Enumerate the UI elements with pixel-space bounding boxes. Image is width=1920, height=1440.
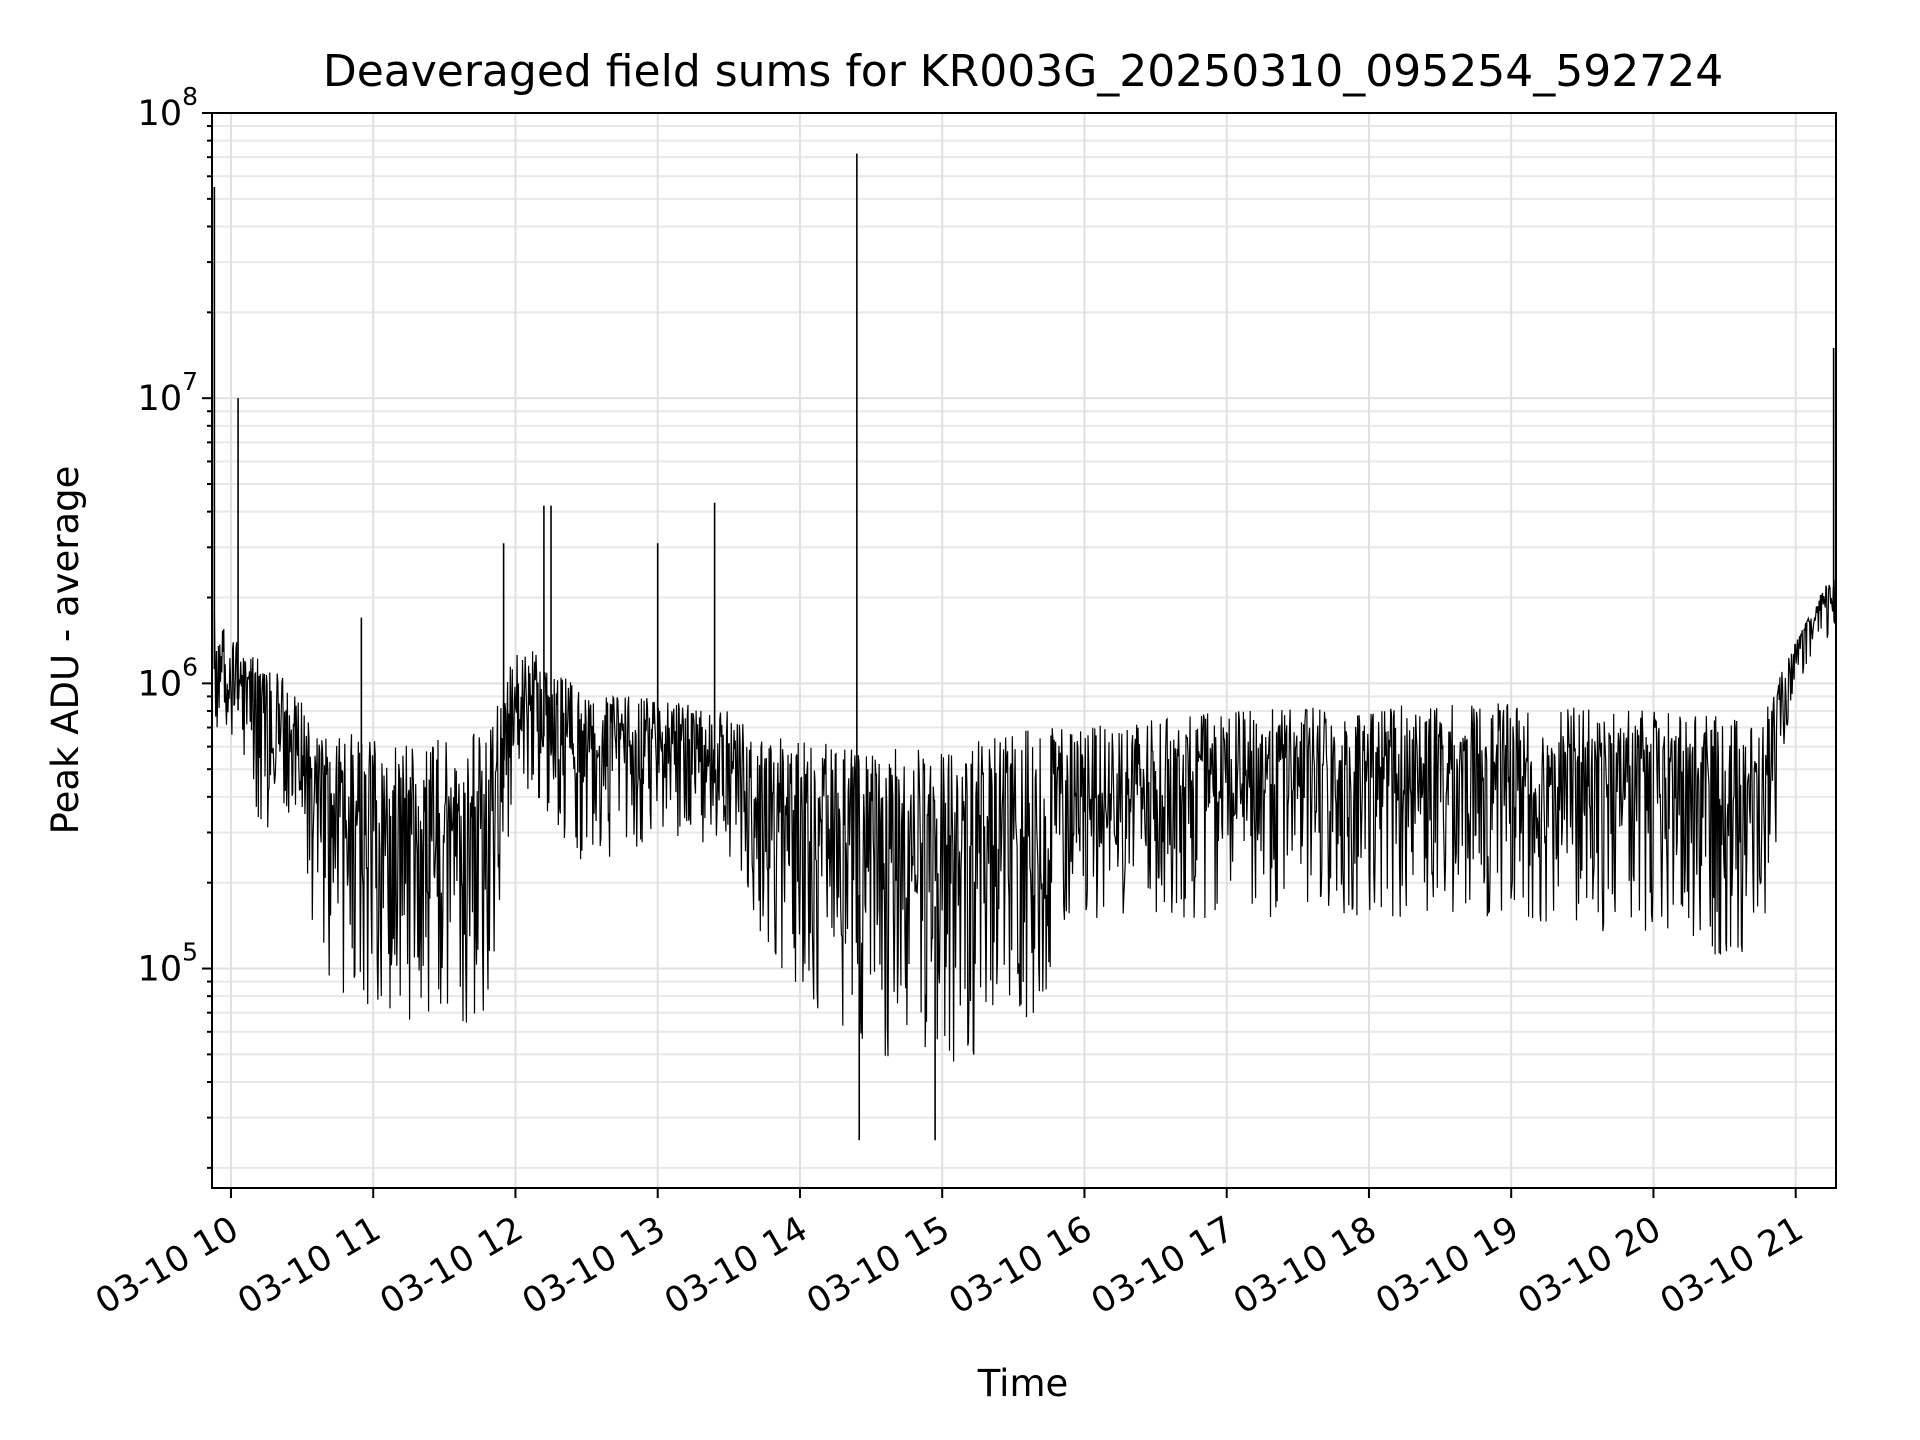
x-tick-label: 03-10 11 [231,1209,387,1322]
y-tick-label: 108 [138,82,198,134]
x-tick-label: 03-10 18 [1227,1209,1383,1322]
plot-frame [211,112,1837,1189]
y-axis-label: Peak ADU - average [44,466,87,835]
y-axis: 105 106 107 108 [138,82,212,1169]
series-line [213,153,1837,1141]
x-tick-label: 03-10 21 [1654,1209,1810,1322]
x-tick-label: 03-10 10 [89,1209,245,1322]
x-tick-label: 03-10 19 [1369,1209,1525,1322]
x-tick-label: 03-10 15 [800,1209,956,1322]
y-tick-label: 105 [138,938,198,990]
x-tick-label: 03-10 16 [943,1209,1099,1322]
series-trace [213,579,1837,1062]
y-tick-label: 106 [138,652,198,704]
x-tick-label: 03-10 20 [1512,1209,1668,1322]
x-tick-label: 03-10 13 [516,1209,672,1322]
x-tick-label: 03-10 17 [1085,1209,1241,1322]
x-tick-label: 03-10 12 [374,1209,530,1322]
x-axis-label: Time [977,1362,1069,1405]
grid [212,112,1836,1188]
x-tick-label: 03-10 14 [658,1209,814,1322]
y-tick-label: 107 [138,367,198,419]
chart-title: Deaveraged field sums for KR003G_2025031… [323,46,1723,97]
